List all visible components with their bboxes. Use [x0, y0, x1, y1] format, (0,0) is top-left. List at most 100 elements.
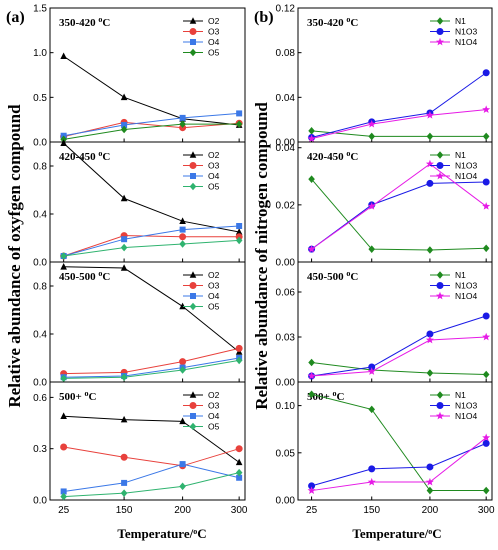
- legend-marker-N1O4: [436, 37, 444, 46]
- legend-marker-O2: [189, 391, 197, 398]
- legend-label-N1O3: N1O3: [455, 161, 477, 171]
- legend-marker-N1O4: [436, 291, 444, 300]
- data-point-O4: [121, 236, 128, 243]
- data-point-N1: [482, 370, 490, 379]
- legend-label-N1: N1: [455, 390, 466, 400]
- series-line-O3: [63, 235, 240, 257]
- data-point-N1O3: [482, 439, 490, 447]
- legend-marker-O2: [189, 17, 197, 24]
- y-tick-label: 0.00: [276, 496, 296, 507]
- y-tick-label: 0.00: [276, 138, 296, 149]
- data-point-N1: [426, 132, 434, 141]
- series-line-O3: [63, 446, 240, 467]
- data-point-N1O3: [426, 179, 434, 187]
- series-line-O2: [63, 55, 240, 126]
- y-tick-label: 0.0: [33, 496, 47, 507]
- x-tick-label: 150: [116, 505, 133, 516]
- series-line-N1O3: [311, 442, 487, 487]
- legend-label-O4: O4: [208, 171, 220, 181]
- data-point-O3: [179, 358, 187, 366]
- y-tick-label: 0.3: [33, 444, 47, 455]
- x-tick-label: 25: [58, 505, 70, 516]
- legend-marker-N1: [436, 151, 444, 159]
- data-point-N1O4: [482, 332, 491, 341]
- x-tick-label: 25: [306, 505, 318, 516]
- x-tick-label: 200: [422, 505, 439, 516]
- data-point-O5: [235, 356, 243, 365]
- plot-frame: [49, 381, 246, 501]
- data-point-O5: [60, 252, 67, 260]
- data-point-O5: [60, 492, 67, 501]
- legend-label-O4: O4: [208, 291, 220, 301]
- y-tick-label: 0.8: [33, 162, 47, 173]
- data-point-O5: [60, 135, 67, 144]
- left-x-axis-label: Temperature/oC: [117, 526, 206, 541]
- y-tick-label: 0.4: [33, 210, 47, 221]
- legend-marker-O5: [189, 48, 197, 57]
- data-point-O4: [179, 461, 186, 468]
- data-point-O4: [236, 474, 243, 481]
- data-point-N1O3: [482, 69, 490, 77]
- right-y-axis-label: Relative abundance of nitrogen compound: [252, 102, 271, 410]
- data-point-N1O4: [307, 486, 316, 494]
- right-x-axis-label: Temperature/oC: [352, 526, 441, 541]
- data-point-O4: [236, 223, 243, 229]
- data-point-N1O4: [367, 202, 376, 210]
- legend-label-N1O3: N1O3: [455, 27, 477, 37]
- left-y-axis-label: Relative abundance of oxyfgen compound: [5, 104, 24, 408]
- legend-marker-N1: [436, 391, 444, 399]
- legend-marker-O5: [189, 302, 197, 311]
- series-line-O5: [63, 123, 240, 140]
- data-point-O4: [236, 110, 243, 117]
- legend-marker-O2: [189, 271, 197, 278]
- data-point-N1: [308, 175, 315, 183]
- data-point-O5: [120, 373, 128, 381]
- legend-marker-O4: [190, 293, 196, 299]
- data-point-O2: [120, 194, 128, 202]
- data-point-O5: [179, 240, 186, 248]
- data-point-O2: [120, 93, 128, 101]
- data-point-N1O4: [425, 159, 434, 168]
- series-line-N1O4: [311, 163, 487, 250]
- y-tick-label: 0.04: [276, 93, 296, 104]
- data-point-O3: [179, 233, 187, 241]
- x-tick-label: 300: [231, 505, 248, 516]
- series-line-O3: [63, 121, 240, 138]
- legend-label-N1O3: N1O3: [455, 281, 477, 291]
- legend-marker-N1O4: [436, 411, 444, 420]
- y-tick-label: 0.04: [276, 143, 296, 154]
- legend-marker-N1O4: [436, 171, 444, 180]
- data-point-N1O3: [368, 465, 376, 473]
- series-line-O2: [63, 266, 240, 353]
- data-point-N1O4: [367, 477, 376, 486]
- y-tick-label: 0.10: [276, 401, 296, 412]
- legend-label-O2: O2: [208, 16, 220, 26]
- data-point-O2: [60, 412, 67, 420]
- legend-label-O5: O5: [208, 422, 220, 432]
- data-point-O2: [60, 139, 67, 146]
- data-point-N1: [482, 244, 490, 253]
- data-point-O5: [60, 374, 67, 383]
- legend-label-N1O4: N1O4: [455, 411, 477, 421]
- data-point-N1O4: [307, 134, 316, 143]
- series-line-N1: [311, 178, 487, 251]
- data-point-O3: [235, 445, 243, 453]
- legend-marker-O3: [189, 28, 197, 35]
- y-tick-label: 0.00: [276, 258, 296, 269]
- data-point-N1: [426, 369, 434, 377]
- data-point-O5: [120, 489, 128, 497]
- data-point-O2: [235, 228, 243, 235]
- series-line-N1O4: [311, 336, 487, 377]
- panel-title: 420-450 oC: [59, 149, 110, 163]
- data-point-O5: [120, 125, 128, 134]
- y-tick-label: 0.02: [276, 200, 296, 211]
- panel-title: 450-500 oC: [307, 269, 358, 283]
- legend-label-N1: N1: [455, 16, 466, 26]
- x-tick-label: 150: [363, 505, 380, 516]
- series-line-N1O3: [311, 72, 487, 139]
- data-point-N1O4: [307, 244, 316, 253]
- legend-marker-O5: [189, 422, 197, 431]
- y-tick-label: 0.08: [276, 48, 296, 59]
- legend-marker-N1O3: [436, 282, 444, 289]
